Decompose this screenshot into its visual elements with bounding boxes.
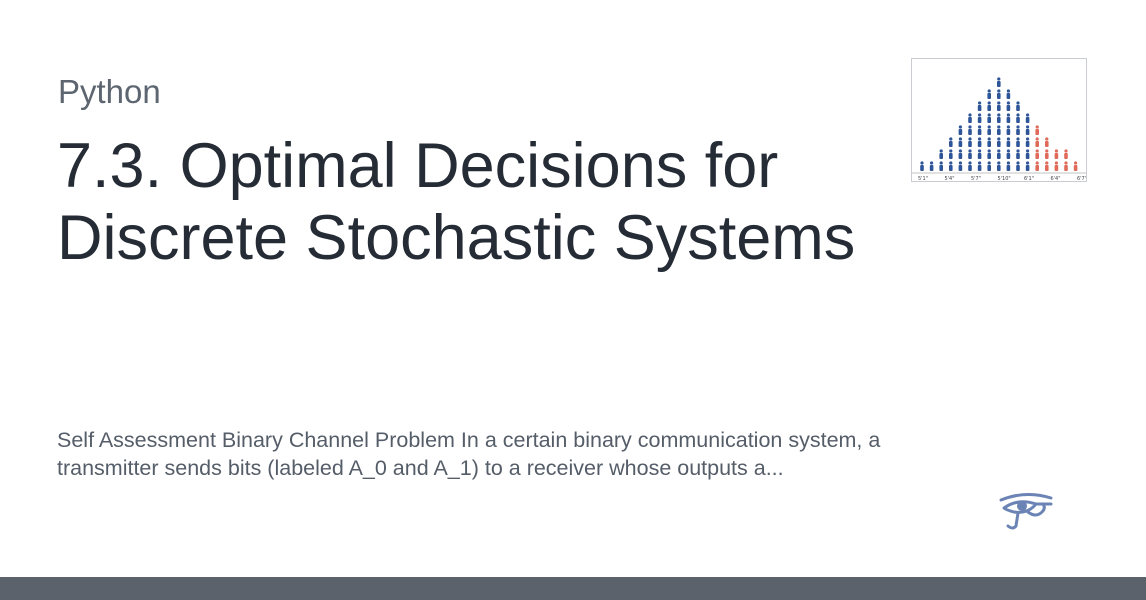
person-figure — [987, 101, 991, 111]
person-figure — [968, 113, 972, 123]
person-figure — [1064, 149, 1068, 159]
person-figure — [987, 125, 991, 135]
tick-label: 5'1" — [918, 176, 928, 181]
person-figure — [1045, 137, 1049, 147]
person-figure — [1035, 161, 1039, 171]
eye-of-horus-icon — [996, 488, 1056, 532]
person-figure — [997, 77, 1001, 87]
person-figure — [977, 149, 982, 159]
person-figure — [1025, 161, 1030, 171]
person-figure — [1035, 137, 1039, 147]
person-figure — [997, 149, 1001, 159]
person-figure — [968, 125, 972, 135]
person-figure — [1025, 149, 1030, 159]
person-figure — [977, 161, 982, 171]
person-figure — [987, 89, 991, 99]
person-figure — [997, 89, 1001, 99]
person-figure — [1006, 125, 1011, 135]
person-figure — [968, 149, 972, 159]
page-description: Self Assessment Binary Channel Problem I… — [57, 428, 881, 480]
person-figure — [1006, 113, 1011, 123]
person-figure — [997, 137, 1001, 147]
person-figure — [1016, 125, 1020, 135]
person-figure — [1016, 161, 1020, 171]
person-figure — [977, 125, 982, 135]
person-figure — [997, 125, 1001, 135]
person-figure — [1025, 113, 1030, 123]
person-figure — [929, 161, 934, 171]
tick-label: 5'4" — [945, 176, 955, 181]
tick-label: 5'10" — [998, 176, 1011, 181]
person-figure — [958, 149, 963, 159]
person-figure — [1016, 149, 1020, 159]
tick-label: 6'4" — [1051, 176, 1061, 181]
person-figure — [1006, 89, 1011, 99]
person-figure — [968, 161, 972, 171]
person-figure — [977, 137, 982, 147]
person-figure — [939, 149, 943, 159]
person-figure — [1006, 149, 1011, 159]
person-figure — [1025, 137, 1030, 147]
person-figure — [1016, 113, 1020, 123]
site-name: Python — [58, 73, 161, 110]
person-figure — [1035, 125, 1039, 135]
person-figure — [1054, 149, 1059, 159]
tick-label: 6'7" — [1077, 176, 1086, 181]
person-figure — [987, 137, 991, 147]
person-figure — [997, 101, 1001, 111]
person-figure — [939, 161, 943, 171]
person-figure — [987, 113, 991, 123]
person-figure — [949, 161, 953, 171]
person-figure — [997, 113, 1001, 123]
person-figure — [977, 101, 982, 111]
person-figure — [958, 137, 963, 147]
person-figure — [977, 113, 982, 123]
person-figure — [1006, 161, 1011, 171]
person-figure — [1016, 137, 1020, 147]
person-figure — [1035, 149, 1039, 159]
height-distribution-figure: 5'1" 5'4" 5'7" 5'10" 6'1" 6'4" 6'7" — [912, 77, 1086, 181]
person-figure — [949, 137, 953, 147]
person-figure — [1016, 101, 1020, 111]
person-figure — [968, 137, 972, 147]
person-figure — [1025, 125, 1030, 135]
person-figure — [987, 149, 991, 159]
person-figure — [1054, 161, 1059, 171]
thumbnail-image: 5'1" 5'4" 5'7" 5'10" 6'1" 6'4" 6'7" — [911, 58, 1087, 182]
person-figure — [997, 161, 1001, 171]
footer-bar — [0, 577, 1146, 600]
person-figure — [920, 161, 924, 171]
person-figure — [958, 125, 963, 135]
person-figure — [958, 161, 963, 171]
person-figure — [1064, 161, 1068, 171]
tick-label: 6'1" — [1024, 176, 1034, 181]
person-figure — [1045, 161, 1049, 171]
person-figure — [1006, 101, 1011, 111]
tick-label: 5'7" — [971, 176, 981, 181]
page-title: 7.3. Optimal Decisions for Discrete Stoc… — [57, 131, 856, 273]
person-figure — [1006, 137, 1011, 147]
person-figure — [1045, 149, 1049, 159]
person-figure — [949, 149, 953, 159]
person-figure — [1073, 161, 1078, 171]
person-figure — [987, 161, 991, 171]
